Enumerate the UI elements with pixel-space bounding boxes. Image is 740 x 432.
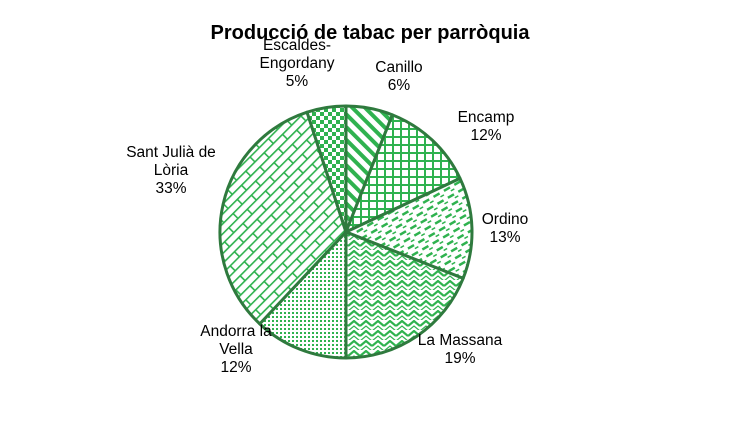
slice-label: Canillo 6% [375, 59, 422, 94]
slice-label: Ordino 13% [482, 211, 529, 246]
slice-value-label: 13% [489, 229, 520, 246]
slice-label: La Massana 19% [418, 332, 503, 367]
pie-slice-andorra-la-vella [258, 230, 348, 360]
pie-slice-escaldes-engordany [305, 104, 348, 234]
slice-name-label: Vella [219, 341, 253, 358]
slice-label: Encamp 12% [458, 109, 515, 144]
slice-label: Escaldes-Engordany 5% [260, 37, 335, 90]
pie-slice-encamp [344, 113, 462, 234]
slice-value-label: 33% [155, 180, 186, 197]
slice-value-label: 12% [470, 127, 501, 144]
slice-value-label: 12% [220, 359, 251, 376]
pie-slice-la-massana [344, 230, 465, 360]
slice-name-label: La Massana [418, 332, 503, 349]
pie-slice-ordino [344, 176, 474, 280]
slice-value-label: 19% [444, 350, 475, 367]
slice-name-label: Ordino [482, 211, 529, 228]
slice-name-label: Sant Julià de [126, 144, 216, 161]
pie-slice-sant-juli-de-l-ria [218, 110, 348, 326]
slice-name-label: Canillo [375, 59, 422, 76]
slice-value-label: 5% [286, 73, 309, 90]
chart-title: Producció de tabac per parròquia [210, 22, 530, 44]
slice-name-label: Encamp [458, 109, 515, 126]
slice-value-label: 6% [388, 77, 411, 94]
slice-label: Andorra la Vella 12% [200, 323, 272, 376]
slice-name-label: Escaldes- [263, 37, 331, 54]
slice-name-label: Lòria [154, 162, 189, 179]
slice-name-label: Andorra la [200, 323, 272, 340]
slice-name-label: Engordany [260, 55, 335, 72]
slice-label: Sant Julià de Lòria 33% [126, 144, 216, 197]
